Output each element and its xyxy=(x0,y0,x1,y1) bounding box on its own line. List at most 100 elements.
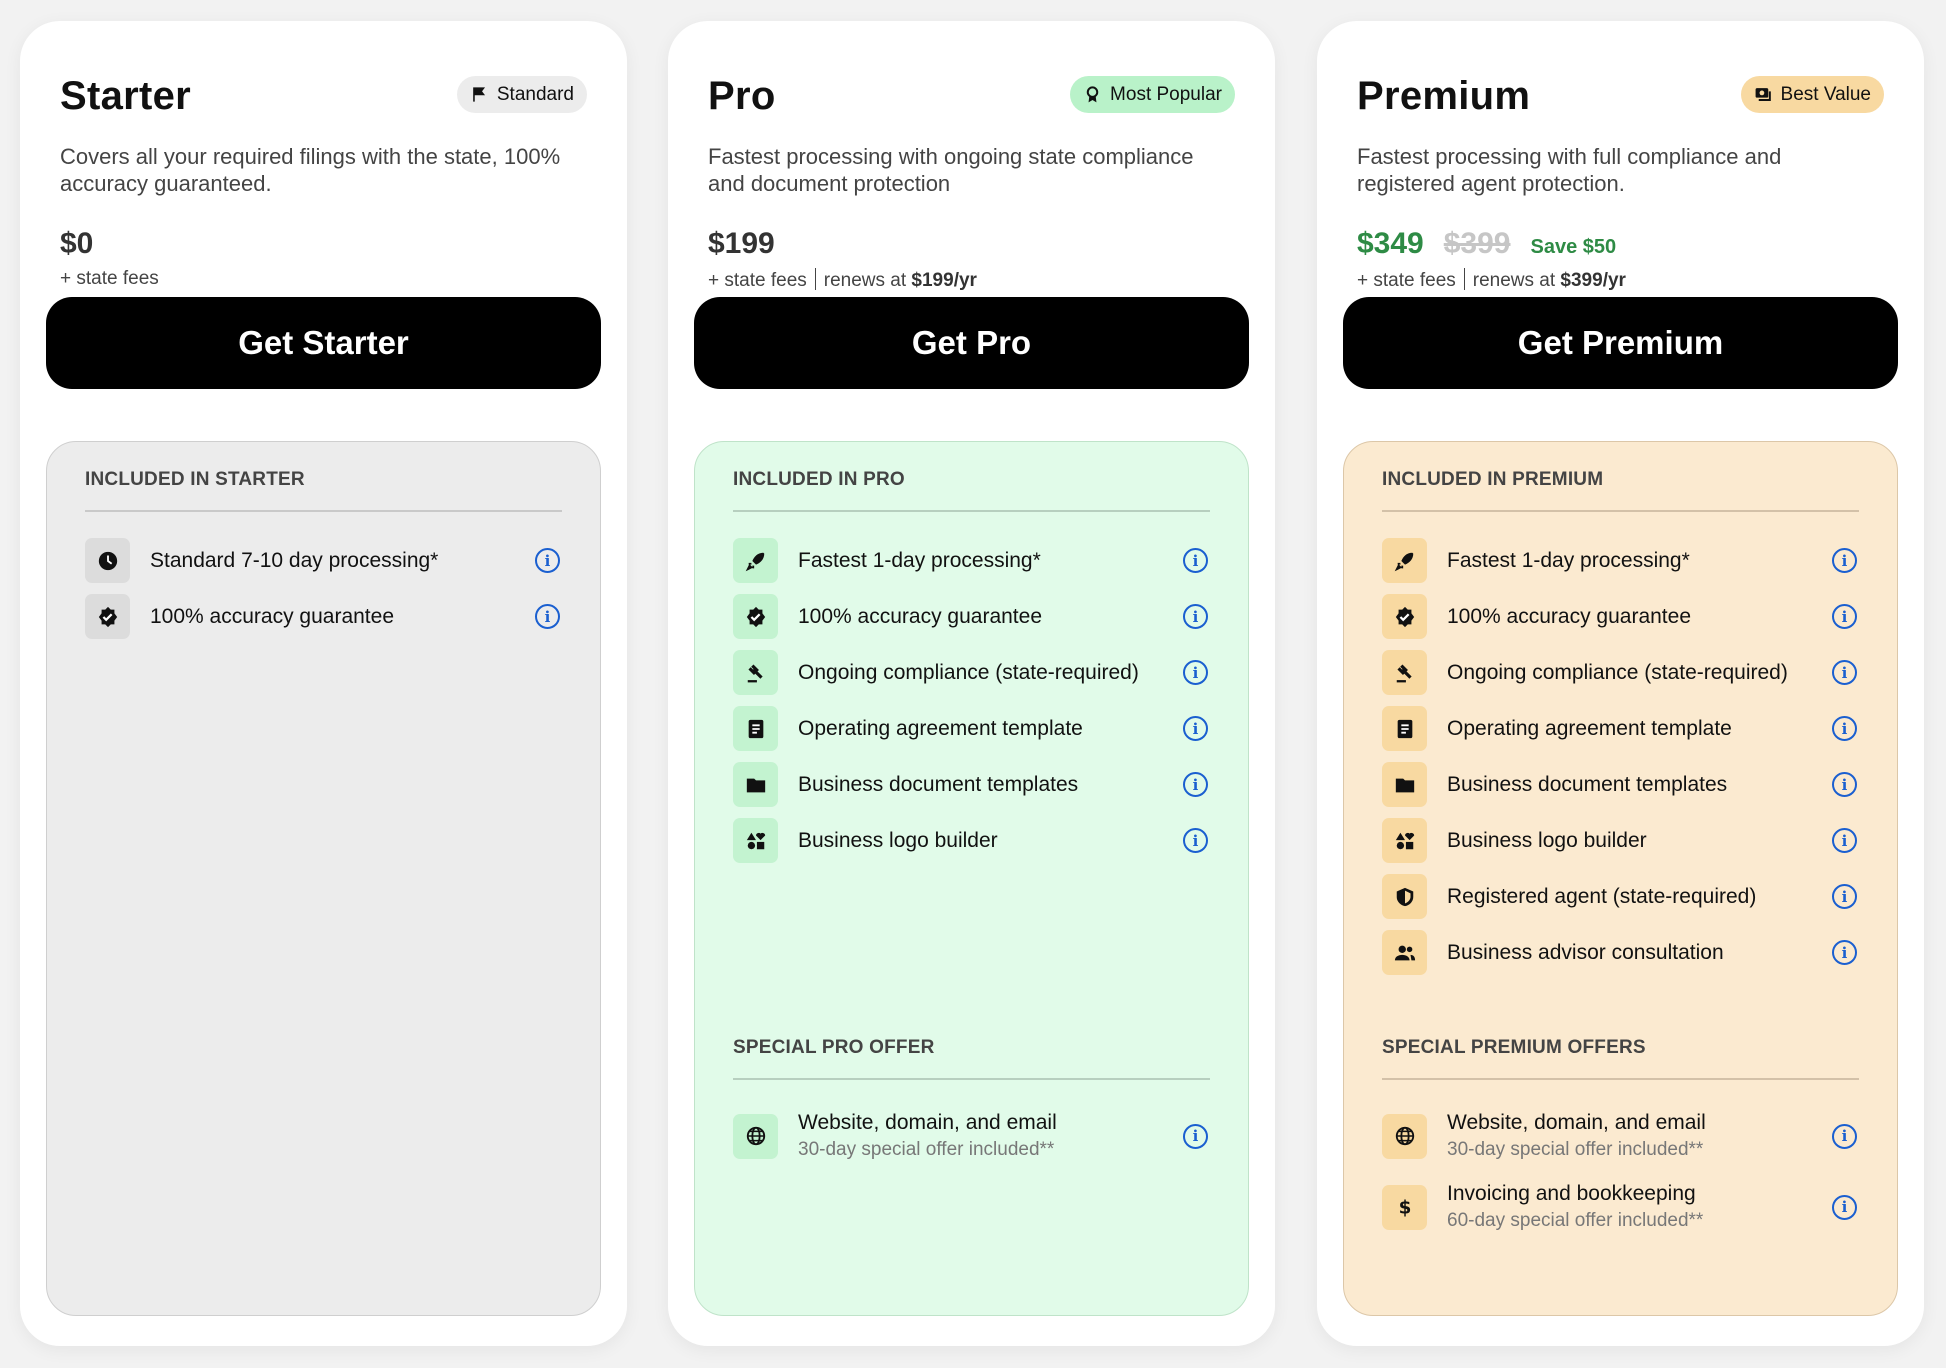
info-icon[interactable]: i xyxy=(1832,828,1857,853)
plan-description: Covers all your required filings with th… xyxy=(60,144,561,196)
item-text: Invoicing and bookkeeping 60-day special … xyxy=(1447,1182,1832,1232)
plan-card-pro: Pro Most Popular Fastest processing with o… xyxy=(668,21,1275,1346)
plan-description: Fastest processing with full compliance … xyxy=(1357,144,1782,196)
dollar-icon: $ xyxy=(1382,1184,1427,1230)
item-text: Fastest 1-day processing* xyxy=(798,549,1183,573)
info-icon[interactable]: i xyxy=(1183,1123,1208,1149)
item-label: 100% accuracy guarantee xyxy=(798,604,1042,628)
info-icon[interactable]: i xyxy=(1183,772,1208,797)
info-icon[interactable]: i xyxy=(1183,548,1208,573)
feature-item: 100% accuracy guarantee i xyxy=(85,594,562,639)
fees-note: + state fees renews at $399/yr xyxy=(1357,268,1626,292)
included-panel: INCLUDED IN PRO Fastest 1-day processing*… xyxy=(694,441,1249,1316)
feature-item: Business logo builder i xyxy=(1382,818,1859,863)
money-icon xyxy=(1754,85,1773,104)
special-offers-section: SPECIAL PRO OFFER Website, domain, and em… xyxy=(733,1010,1210,1177)
price-row: $349 $399 Save $50 xyxy=(1357,227,1616,261)
item-text: Fastest 1-day processing* xyxy=(1447,549,1832,573)
offer-item: Website, domain, and email 30-day special… xyxy=(733,1106,1210,1166)
plan-card-premium: Premium Best Value Fastest processing with… xyxy=(1317,21,1924,1346)
info-icon[interactable]: i xyxy=(535,548,560,573)
info-icon[interactable]: i xyxy=(1183,604,1208,629)
get-premium-button[interactable]: Get Premium xyxy=(1343,297,1898,389)
item-text: Business advisor consultation xyxy=(1447,941,1832,965)
document-icon xyxy=(733,706,778,751)
info-icon[interactable]: i xyxy=(1832,1123,1857,1149)
feature-item: Ongoing compliance (state-required) i xyxy=(1382,650,1859,695)
renews-prefix: renews at xyxy=(1472,270,1561,291)
gavel-icon xyxy=(733,650,778,695)
folder-icon xyxy=(733,762,778,807)
section-header: INCLUDED IN STARTER xyxy=(85,469,305,490)
renews-amount: $199/yr xyxy=(911,270,977,291)
included-panel: INCLUDED IN STARTER Standard 7-10 day pro… xyxy=(46,441,601,1316)
info-icon[interactable]: i xyxy=(1832,884,1857,909)
document-icon xyxy=(1382,706,1427,751)
get-starter-button[interactable]: Get Starter xyxy=(46,297,601,389)
item-label: Fastest 1-day processing* xyxy=(798,548,1041,572)
item-label: Business document templates xyxy=(1447,772,1728,796)
item-text: Business document templates xyxy=(1447,773,1832,797)
verified-badge-icon xyxy=(733,594,778,639)
shapes-icon xyxy=(733,818,778,863)
divider xyxy=(85,510,562,512)
feature-item: Fastest 1-day processing* i xyxy=(733,538,1210,583)
item-label: Fastest 1-day processing* xyxy=(1447,548,1690,572)
plan-header: Premium Best Value xyxy=(1357,71,1884,121)
item-text: Operating agreement template xyxy=(1447,717,1832,741)
info-icon[interactable]: i xyxy=(535,604,560,629)
info-icon[interactable]: i xyxy=(1183,660,1208,685)
plan-badge: Best Value xyxy=(1740,76,1884,113)
info-icon[interactable]: i xyxy=(1183,716,1208,741)
feature-item: Fastest 1-day processing* i xyxy=(1382,538,1859,583)
get-pro-button[interactable]: Get Pro xyxy=(694,297,1249,389)
feature-item: Ongoing compliance (state-required) i xyxy=(733,650,1210,695)
price: $199 xyxy=(708,227,775,260)
gavel-icon xyxy=(1382,650,1427,695)
item-text: Business document templates xyxy=(798,773,1183,797)
info-icon[interactable]: i xyxy=(1832,772,1857,797)
price-row: $0 xyxy=(60,227,93,261)
info-icon[interactable]: i xyxy=(1832,716,1857,741)
separator xyxy=(814,268,816,290)
item-text: Registered agent (state-required) xyxy=(1447,885,1832,909)
section-header: INCLUDED IN PREMIUM xyxy=(1382,469,1604,490)
info-icon[interactable]: i xyxy=(1183,828,1208,853)
item-text: Operating agreement template xyxy=(798,717,1183,741)
fees-note: + state fees xyxy=(60,268,159,290)
plan-title: Starter xyxy=(60,74,192,118)
special-offers-section: SPECIAL PREMIUM OFFERS Website, domain, a… xyxy=(1382,1010,1859,1248)
feature-item: Business document templates i xyxy=(1382,762,1859,807)
item-label: Website, domain, and email xyxy=(1447,1111,1706,1134)
info-icon[interactable]: i xyxy=(1832,604,1857,629)
item-label: Operating agreement template xyxy=(1447,716,1732,740)
price: $0 xyxy=(60,227,94,260)
offer-item: Website, domain, and email 30-day special… xyxy=(1382,1106,1859,1166)
included-panel: INCLUDED IN PREMIUM Fastest 1-day process… xyxy=(1343,441,1898,1316)
clock-icon xyxy=(85,538,130,583)
savings-label: Save $50 xyxy=(1530,236,1617,258)
item-label: Standard 7-10 day processing* xyxy=(150,548,439,572)
item-text: Business logo builder xyxy=(798,829,1183,853)
item-label: Ongoing compliance (state-required) xyxy=(1447,660,1788,684)
fees-note: + state fees renews at $199/yr xyxy=(708,268,977,292)
feature-item: Operating agreement template i xyxy=(1382,706,1859,751)
info-icon[interactable]: i xyxy=(1832,940,1857,965)
plan-card-starter: Starter Standard Covers all your required … xyxy=(20,21,627,1346)
rocket-icon xyxy=(1382,538,1427,583)
info-icon[interactable]: i xyxy=(1832,1194,1857,1220)
info-icon[interactable]: i xyxy=(1832,548,1857,573)
people-icon xyxy=(1382,930,1427,975)
included-section: INCLUDED IN STARTER Standard 7-10 day pro… xyxy=(85,442,562,650)
plan-badge: Most Popular xyxy=(1070,76,1235,113)
separator xyxy=(1463,268,1465,290)
item-label: Ongoing compliance (state-required) xyxy=(798,660,1139,684)
divider xyxy=(1382,1078,1859,1080)
item-text: Website, domain, and email 30-day special… xyxy=(798,1111,1183,1161)
badge-label: Most Popular xyxy=(1110,83,1222,105)
info-icon[interactable]: i xyxy=(1832,660,1857,685)
plan-description: Fastest processing with ongoing state co… xyxy=(708,144,1194,196)
badge-label: Best Value xyxy=(1780,83,1871,105)
flag-icon xyxy=(470,85,489,104)
item-text: 100% accuracy guarantee xyxy=(1447,605,1832,629)
